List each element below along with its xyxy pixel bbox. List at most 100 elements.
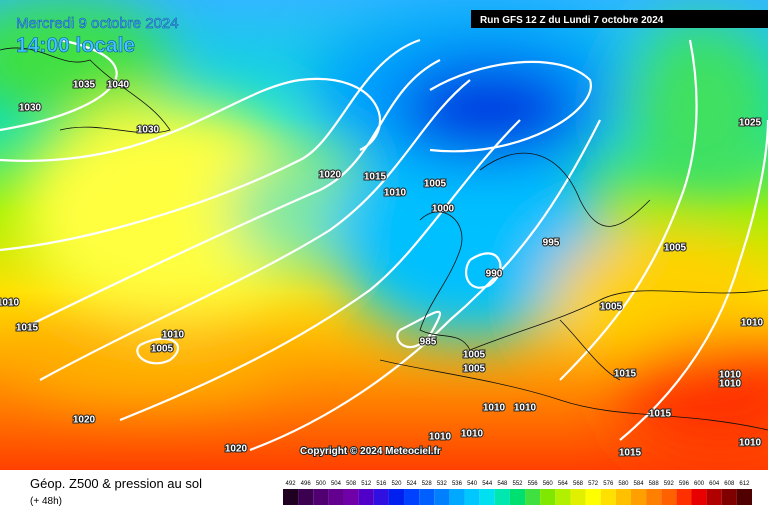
scale-label: 548 bbox=[497, 481, 508, 487]
isobar-label: 1025 bbox=[739, 118, 762, 129]
scale-label: 592 bbox=[664, 481, 675, 487]
scale-swatch bbox=[676, 489, 692, 505]
isobar-label: 1005 bbox=[463, 364, 486, 375]
scale-label: 544 bbox=[482, 481, 493, 487]
isobar-label: 995 bbox=[543, 238, 560, 249]
scale-label: 584 bbox=[634, 481, 645, 487]
scale-swatch bbox=[494, 489, 510, 505]
scale-swatch bbox=[540, 489, 556, 505]
copyright: Copyright © 2024 Meteociel.fr bbox=[300, 446, 441, 457]
scale-label: 576 bbox=[603, 481, 614, 487]
scale-label: 596 bbox=[679, 481, 690, 487]
isobar-label: 1010 bbox=[719, 370, 742, 381]
scale-label: 536 bbox=[452, 481, 463, 487]
isobar-label: 1010 bbox=[0, 298, 20, 309]
scale-swatch bbox=[373, 489, 389, 505]
isobar-label: 1005 bbox=[600, 302, 623, 313]
scale-label: 516 bbox=[376, 481, 387, 487]
scale-swatch bbox=[328, 489, 344, 505]
isobar-label: 1040 bbox=[107, 80, 130, 91]
isobar-label: 1010 bbox=[461, 429, 484, 440]
isobar-label: 1035 bbox=[73, 80, 96, 91]
run-info: Run GFS 12 Z du Lundi 7 octobre 2024 bbox=[480, 15, 664, 26]
scale-label: 556 bbox=[528, 481, 539, 487]
footer-title: Géop. Z500 & pression au sol bbox=[30, 476, 202, 491]
scale-label: 604 bbox=[709, 481, 720, 487]
isobar-label: 1015 bbox=[619, 448, 642, 459]
scale-label: 608 bbox=[724, 481, 735, 487]
scale-label: 588 bbox=[649, 481, 660, 487]
scale-swatch bbox=[479, 489, 495, 505]
isobar-label: 1020 bbox=[73, 415, 96, 426]
isobar-label: 1015 bbox=[614, 369, 637, 380]
scale-label: 500 bbox=[316, 481, 327, 487]
scale-swatch bbox=[388, 489, 405, 505]
scale-swatch bbox=[358, 489, 374, 505]
scale-label: 572 bbox=[588, 481, 599, 487]
scale-swatch bbox=[509, 489, 526, 505]
isobar-label: 1005 bbox=[463, 350, 486, 361]
scale-label: 612 bbox=[739, 481, 750, 487]
scale-label: 496 bbox=[301, 481, 312, 487]
scale-swatch bbox=[570, 489, 586, 505]
scale-swatch bbox=[721, 489, 737, 505]
scale-swatch bbox=[555, 489, 571, 505]
isobar-label: 1015 bbox=[649, 409, 672, 420]
scale-swatch bbox=[464, 489, 480, 505]
isobar-label: 1015 bbox=[364, 172, 387, 183]
scale-label: 508 bbox=[346, 481, 357, 487]
scale-label: 492 bbox=[286, 481, 297, 487]
scale-swatch bbox=[736, 489, 752, 505]
isobar-label: 1005 bbox=[664, 243, 687, 254]
isobar-label: 1010 bbox=[429, 432, 452, 443]
run-box bbox=[471, 10, 768, 28]
scale-swatch bbox=[646, 489, 662, 505]
scale-swatch bbox=[706, 489, 722, 505]
scale-label: 528 bbox=[422, 481, 433, 487]
isobar-label: 1010 bbox=[384, 188, 407, 199]
scale-swatch bbox=[661, 489, 677, 505]
isobar-label: 1010 bbox=[741, 318, 764, 329]
scale-swatch bbox=[419, 489, 435, 505]
map-date: Mercredi 9 octobre 2024 bbox=[16, 15, 179, 32]
isobar-label: 1020 bbox=[319, 170, 342, 181]
isobar-label: 985 bbox=[420, 337, 437, 348]
footer-lead: (+ 48h) bbox=[30, 496, 62, 507]
isobar-label: 1010 bbox=[719, 379, 742, 390]
isobar-label: 1010 bbox=[162, 330, 185, 341]
isobar-label: 1030 bbox=[19, 103, 42, 114]
scale-swatch bbox=[434, 489, 450, 505]
scale-swatch bbox=[615, 489, 631, 505]
scale-swatch bbox=[449, 489, 465, 505]
isobar-labels: 1035 1040 1030 1030 1020 1015 1010 1005 1000 995 9… bbox=[0, 79, 765, 460]
scale-swatch bbox=[343, 489, 359, 505]
scale-swatch bbox=[600, 489, 616, 505]
isobar-label: 1005 bbox=[424, 179, 447, 190]
scale-swatch bbox=[283, 489, 299, 505]
scale-swatch bbox=[298, 489, 314, 505]
scale-label: 600 bbox=[694, 481, 705, 487]
scale-swatch bbox=[525, 489, 541, 505]
color-scale: 492 496 500 504 508 512 516 520 524 528 532 536 540 5… bbox=[283, 481, 752, 505]
map-field bbox=[0, 0, 768, 470]
scale-label: 564 bbox=[558, 481, 569, 487]
isobar-label: 1020 bbox=[225, 444, 248, 455]
scale-label: 520 bbox=[391, 481, 402, 487]
scale-label: 560 bbox=[543, 481, 554, 487]
scale-label: 552 bbox=[512, 481, 523, 487]
scale-label: 580 bbox=[618, 481, 629, 487]
scale-label: 532 bbox=[437, 481, 448, 487]
isobar-label: 1000 bbox=[432, 204, 455, 215]
scale-swatch bbox=[630, 489, 647, 505]
scale-swatch bbox=[313, 489, 329, 505]
scale-label: 540 bbox=[467, 481, 478, 487]
isobar-label: 1010 bbox=[739, 438, 762, 449]
map-time: 14:00 locale bbox=[16, 34, 135, 57]
scale-label: 524 bbox=[407, 481, 418, 487]
isobar-label: 1015 bbox=[16, 323, 39, 334]
scale-label: 504 bbox=[331, 481, 342, 487]
scale-swatch bbox=[404, 489, 420, 505]
isobar-label: 1030 bbox=[137, 125, 160, 136]
isobar-label: 1005 bbox=[151, 344, 174, 355]
isobar-label: 990 bbox=[486, 269, 503, 280]
